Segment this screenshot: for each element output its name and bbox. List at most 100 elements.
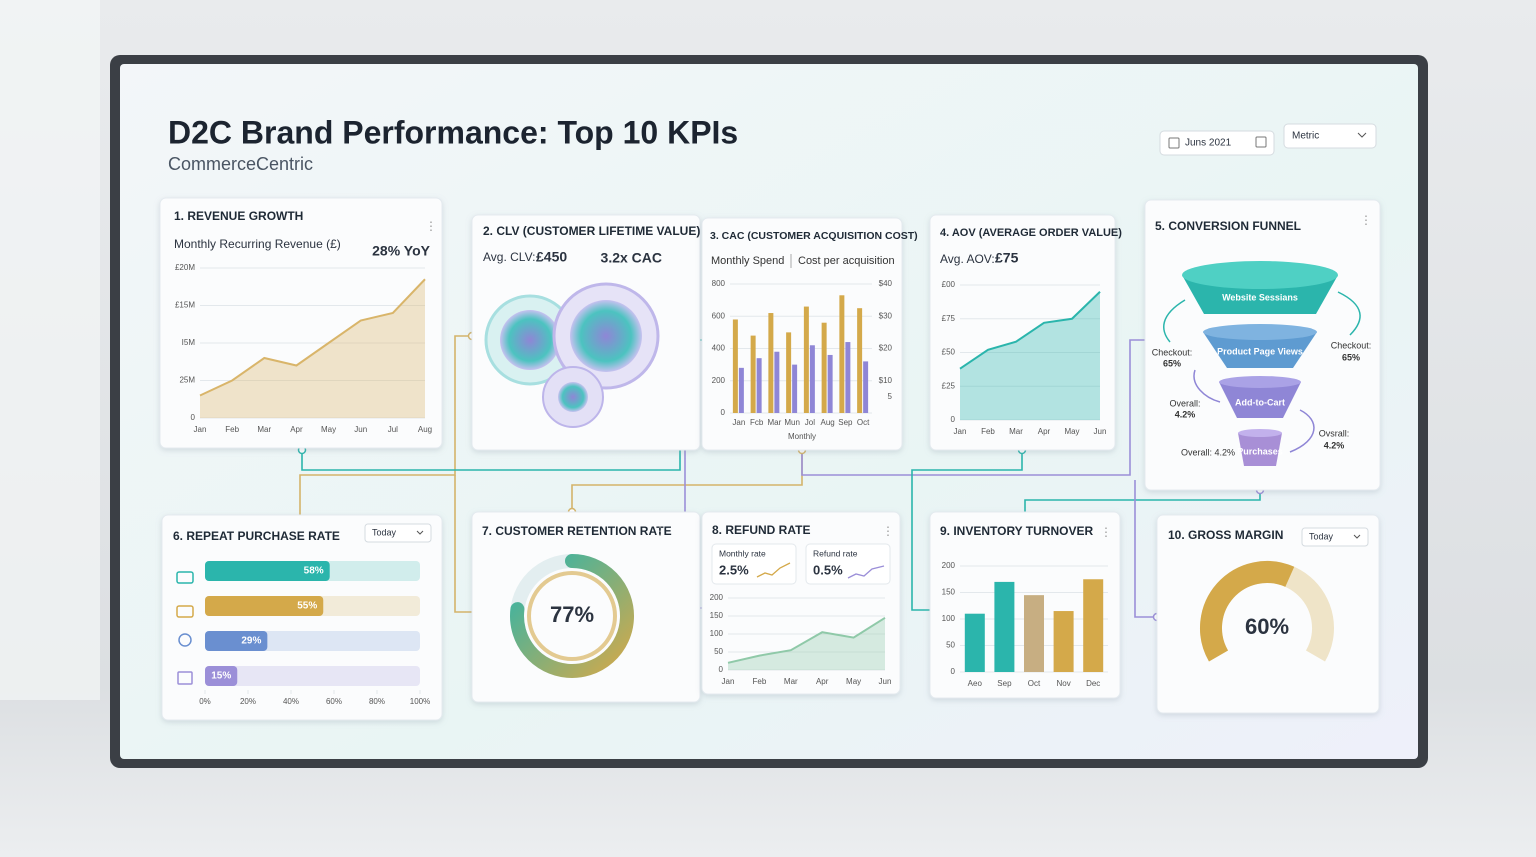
bubble (500, 310, 560, 370)
x-tick-label: Apr (1038, 427, 1051, 436)
flow-arrow (1193, 369, 1221, 403)
funnel-note: Checkout: (1331, 340, 1372, 350)
line (959, 291, 1101, 370)
y-tick-label: 0 (951, 667, 956, 676)
mini-label: Refund rate (813, 548, 858, 558)
kpi-card (159, 197, 443, 449)
mini-card (805, 543, 891, 585)
sparkline (756, 562, 791, 578)
y-tick-label: 600 (712, 311, 726, 320)
card-title: 8. REFUND RATE (712, 523, 810, 537)
bar (803, 306, 809, 413)
more-menu[interactable]: ⋮ (425, 219, 437, 233)
y-tick-label: 150 (942, 588, 956, 597)
x-tick-label: Apr (816, 677, 829, 686)
x-tick-label: 20% (240, 697, 256, 706)
y-tick-label: £25 (942, 381, 956, 390)
bubble (558, 382, 588, 412)
y-tick-label: 100 (710, 629, 724, 638)
y-tick-label: 0 (191, 413, 196, 422)
area (960, 291, 1100, 420)
y-tick-label: 0 (721, 408, 726, 417)
sparkline (847, 565, 885, 579)
bar (1024, 595, 1044, 672)
x-tick-label: Aug (418, 425, 432, 434)
donut-label: 77% (550, 602, 594, 627)
x-tick-label: 0% (199, 697, 211, 706)
more-menu[interactable]: ⋮ (1360, 213, 1372, 227)
bar (786, 332, 792, 413)
bar (863, 361, 869, 413)
bar (821, 322, 827, 413)
kpi-ratio: 3.2x CAC (601, 250, 662, 266)
y-tick-label: 25M (179, 376, 195, 385)
y-tick-label: 200 (942, 561, 956, 570)
kpi-card (701, 217, 903, 451)
funnel-note: 4.2% (1324, 440, 1345, 450)
line (727, 616, 886, 664)
card-title: 3. CAC (CUSTOMER ACQUISITION COST) (710, 230, 918, 242)
kpi-stat: 28% YoY (372, 243, 431, 259)
x-tick-label: Jan (194, 425, 207, 434)
funnel-note: Overall: 4.2% (1181, 447, 1235, 457)
x-tick-label: May (321, 425, 336, 434)
more-menu[interactable]: ⋮ (654, 524, 666, 538)
bar (774, 351, 780, 413)
chevron (416, 530, 424, 535)
y-tick-label: $10 (879, 376, 893, 385)
bar (994, 581, 1015, 672)
x-tick-label: 80% (369, 697, 385, 706)
funnel-stage-label: Product Page Views (1217, 346, 1303, 356)
card-title: 10. GROSS MARGIN (1168, 528, 1283, 542)
metric-select[interactable] (1283, 123, 1377, 149)
y-tick-label: I5M (182, 338, 196, 347)
x-tick-label: Apr (290, 425, 303, 434)
bar (738, 367, 744, 413)
bar (964, 613, 985, 672)
x-tick-label: Aug (821, 418, 835, 427)
value-label: 15% (211, 671, 231, 682)
period-select[interactable] (364, 523, 432, 543)
more-menu[interactable]: ⋮ (1100, 525, 1112, 539)
date-picker[interactable] (1159, 130, 1275, 156)
funnel-note: Ovsrall: (1319, 428, 1350, 438)
x-tick-label: Mun (784, 418, 800, 427)
y-tick-label: $40 (879, 279, 893, 288)
row-icon (176, 571, 194, 584)
period-select[interactable] (1301, 527, 1369, 547)
period-select-label: Today (372, 527, 397, 537)
bar (756, 358, 762, 413)
card-title: 1. REVENUE GROWTH (174, 209, 303, 223)
x-tick-label: Feb (225, 425, 239, 434)
x-tick-label: Feb (981, 427, 995, 436)
x-tick-label: May (846, 677, 861, 686)
donut-arc (510, 554, 634, 678)
x-tick-label: Nov (1056, 679, 1070, 688)
bar (205, 561, 330, 581)
y-tick-label: 50 (714, 647, 723, 656)
more-menu[interactable]: ⋮ (882, 524, 894, 538)
funnel-stage (1219, 382, 1301, 418)
kpi-card (929, 214, 1116, 451)
card-title: 2. CLV (CUSTOMER LIFETIME VALUE) (483, 224, 700, 238)
bar (827, 354, 833, 413)
funnel-note: 65% (1342, 352, 1360, 362)
x-tick-label: Mar (767, 418, 781, 427)
x-tick-label: Dec (1086, 679, 1100, 688)
value-label: 29% (241, 636, 261, 647)
bar (205, 631, 268, 651)
calendar-icon (1168, 137, 1180, 149)
x-tick-label: Feb (753, 677, 767, 686)
y-tick-label: 0 (951, 415, 956, 424)
value-label: 55% (297, 601, 317, 612)
connector (454, 475, 472, 613)
connector (1134, 480, 1157, 618)
legend-entry: Monthly Spend (711, 255, 784, 267)
card-title: 9. INVENTORY TURNOVER (940, 524, 1093, 538)
bar (857, 308, 863, 413)
y-tick-label: 5 (888, 392, 893, 401)
bar (750, 335, 756, 413)
card-subtitle: Monthly Recurring Revenue (£) (174, 237, 341, 251)
y-tick-label: 0 (719, 665, 724, 674)
bar (205, 596, 324, 616)
